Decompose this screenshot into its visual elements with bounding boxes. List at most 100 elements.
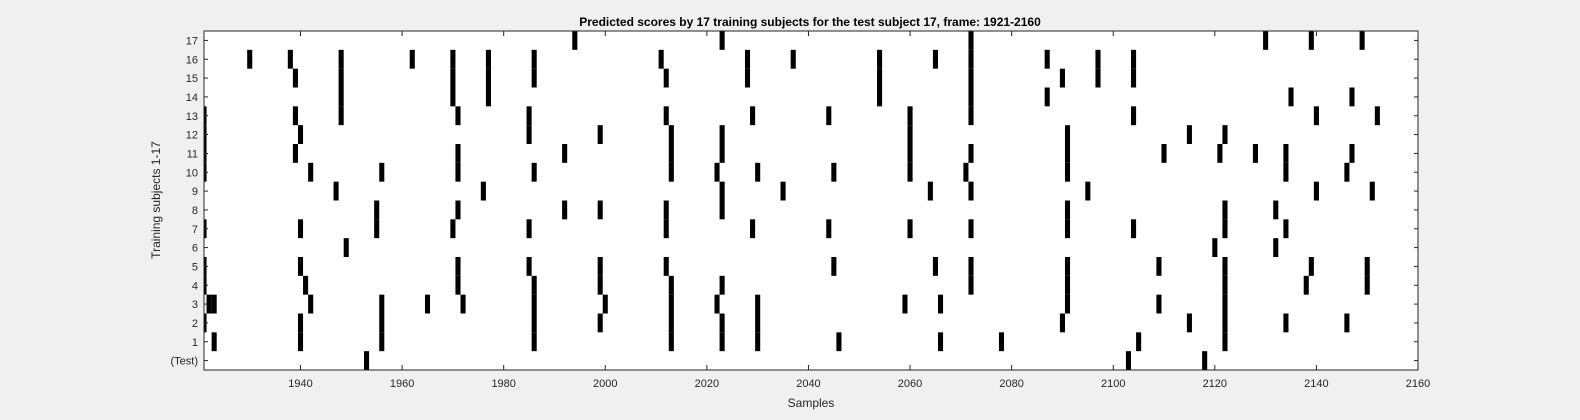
mark-row-2-1999 (597, 313, 603, 333)
mark-row-4-2138 (1303, 275, 1309, 295)
mark-row-2-2122 (1222, 313, 1228, 333)
mark-row-17-2139 (1308, 31, 1314, 50)
mark-row-16-2072 (968, 49, 974, 69)
x-tick-label: 2060 (898, 378, 922, 390)
mark-row-3-2122 (1222, 294, 1228, 314)
chart-title: Predicted scores by 17 training subjects… (579, 15, 1041, 29)
y-tick-label: 15 (186, 73, 198, 85)
mark-row-2-1956 (379, 313, 385, 333)
y-tick-label: 2 (192, 318, 198, 330)
mark-row-2-1986 (531, 313, 537, 333)
mark-row-13-2044 (826, 106, 832, 126)
mark-row-7-2091 (1064, 219, 1071, 239)
mark-row-3-1922 (206, 294, 212, 314)
mark-row-15-1986 (531, 68, 537, 88)
mark-row-1-2013 (668, 332, 674, 352)
mark-row-13-1985 (526, 106, 532, 126)
mark-row-11-1971 (455, 144, 461, 163)
mark-row-5-2012 (663, 257, 669, 276)
mark-row-12-1999 (597, 125, 603, 144)
mark-row-16-1930 (247, 49, 253, 69)
y-tick-label: 9 (192, 186, 198, 198)
mark-row-2-2023 (719, 313, 725, 333)
mark-row-6-1949 (343, 238, 349, 257)
mark-row-9-2151 (1369, 181, 1375, 201)
mark-row-2-2134 (1283, 313, 1289, 333)
mark-row-3-1972 (460, 294, 466, 314)
y-tick-label: (Test) (171, 356, 199, 368)
mark-row-12-2060 (907, 125, 913, 144)
y-tick-label: 1 (192, 337, 198, 349)
mark-row-4-2150 (1364, 275, 1370, 295)
mark-row-8-1971 (455, 200, 461, 220)
mark-row-12-1985 (526, 125, 532, 144)
mark-row-10-2146 (1344, 162, 1350, 182)
mark-row-5-2122 (1222, 257, 1228, 276)
mark-row-14-1977 (485, 87, 491, 107)
mark-row-11-2091 (1064, 144, 1071, 163)
mark-row-test-2103 (1125, 351, 1132, 370)
mark-row-12-1940 (297, 125, 304, 144)
y-tick-label: 13 (186, 111, 198, 123)
y-tick-label: 8 (192, 205, 198, 217)
mark-row-11-1939 (292, 144, 298, 163)
mark-row-9-1947 (333, 181, 339, 201)
mark-row-15-1970 (450, 68, 456, 88)
x-tick-labels: 1940 1960 1980 2000 2020 2040 2060 2080 2100 2120… (288, 31, 1430, 390)
mark-row-15-2097 (1095, 68, 1101, 88)
mark-row-3-2109 (1156, 294, 1162, 314)
y-tick-label: 16 (186, 54, 198, 66)
mark-row-3-2091 (1064, 294, 1071, 314)
mark-row-5-2072 (968, 257, 974, 276)
mark-row-10-2091 (1064, 162, 1071, 182)
mark-row-8-1999 (597, 200, 603, 220)
mark-row-8-2091 (1064, 200, 1071, 220)
mark-row-10-1971 (455, 162, 461, 182)
mark-row-3-2013 (668, 294, 674, 314)
mark-row-10-2013 (668, 162, 674, 182)
mark-row-5-1971 (455, 257, 461, 276)
mark-row-11-2013 (668, 144, 674, 163)
mark-row-10-2045 (831, 162, 837, 182)
mark-row-4-1941 (303, 275, 309, 295)
y-tick-label: 11 (187, 148, 198, 160)
mark-row-5-1985 (526, 257, 532, 276)
mark-row-8-2012 (663, 200, 669, 220)
mark-row-12-2091 (1064, 125, 1071, 144)
mark-row-16-1938 (287, 49, 293, 69)
mark-row-13-1948 (338, 106, 344, 126)
mark-row-16-2104 (1131, 49, 1137, 69)
x-tick-label: 1940 (288, 378, 312, 390)
mark-row-4-2122 (1222, 275, 1228, 295)
mark-row-1-2078 (998, 332, 1005, 352)
mark-row-14-2135 (1288, 87, 1294, 107)
mark-row-16-2028 (744, 49, 751, 69)
mark-row-10-1956 (379, 162, 385, 182)
mark-row-10-1986 (531, 162, 537, 182)
mark-row-10-2022 (714, 162, 720, 182)
mark-row-3-1965 (424, 294, 431, 314)
mark-row-6-2132 (1273, 238, 1279, 257)
mark-row-13-1971 (455, 106, 461, 126)
mark-row-1-1923 (211, 332, 217, 352)
y-tick-label: 3 (192, 299, 198, 311)
mark-row-5-2065 (932, 257, 938, 276)
mark-row-16-1977 (485, 49, 491, 69)
mark-row-14-2087 (1044, 87, 1050, 107)
mark-row-11-2023 (719, 144, 725, 163)
mark-row-5-2150 (1364, 257, 1370, 276)
mark-row-11-2128 (1252, 144, 1258, 163)
mark-row-11-2072 (968, 144, 974, 163)
mark-row-2-2115 (1186, 313, 1192, 333)
mark-row-7-1985 (526, 219, 532, 239)
mark-row-5-1940 (297, 257, 304, 276)
mark-row-3-1956 (379, 294, 385, 314)
mark-row-5-2091 (1064, 257, 1071, 276)
mark-row-7-1955 (374, 219, 380, 239)
y-tick-label: 14 (186, 92, 198, 104)
mark-row-8-2132 (1273, 200, 1279, 220)
mark-row-16-1948 (338, 49, 344, 69)
mark-row-4-1971 (455, 275, 461, 295)
mark-row-4-2091 (1064, 275, 1071, 295)
